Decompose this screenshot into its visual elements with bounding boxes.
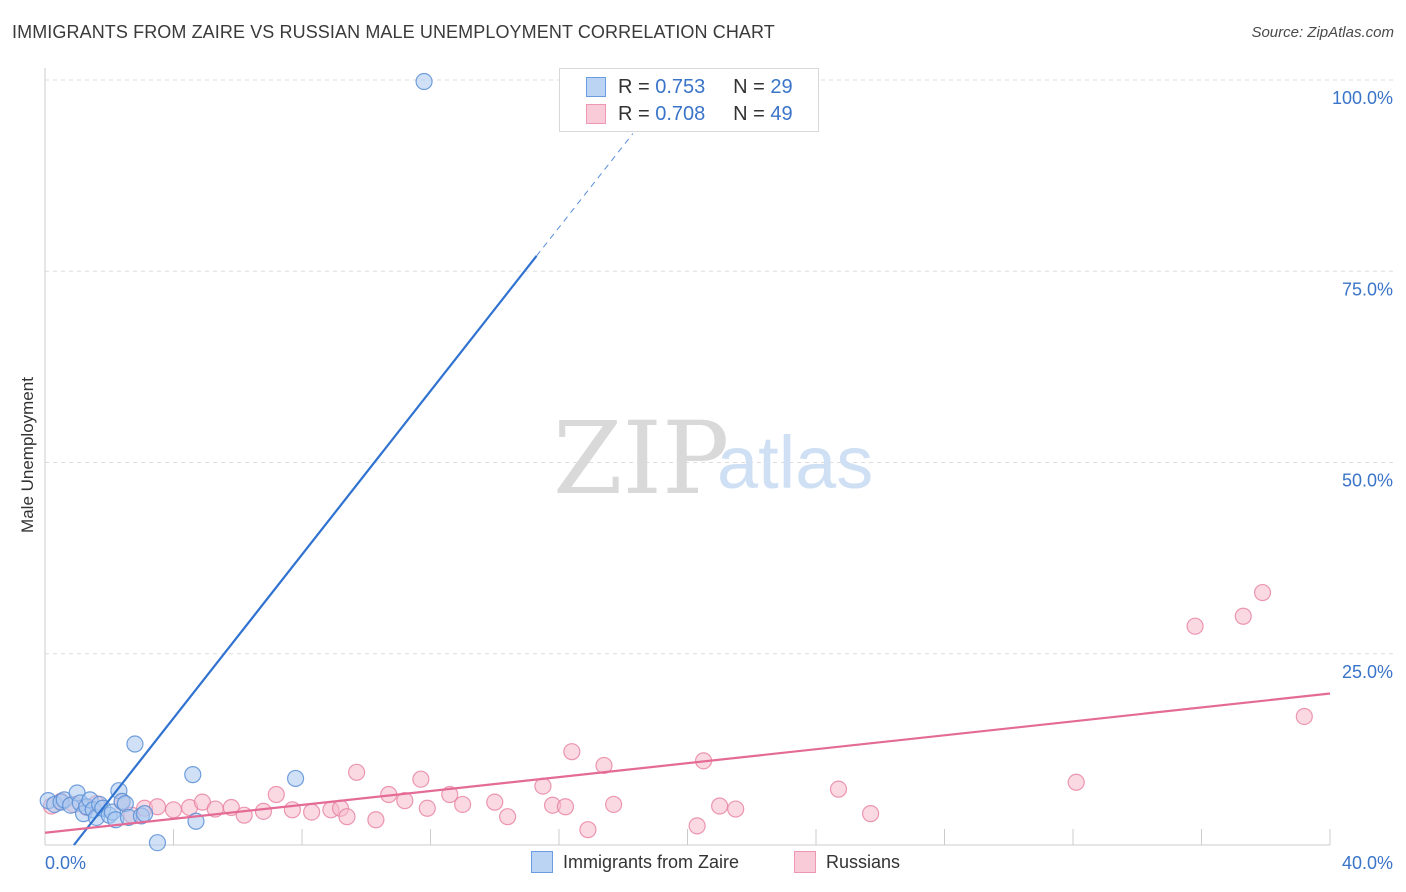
russians-point — [164, 801, 183, 819]
n-value-russians: 49 — [770, 102, 793, 125]
chart-title: IMMIGRANTS FROM ZAIRE VS RUSSIAN MALE UN… — [12, 22, 775, 42]
r-value-zaire: 0.753 — [655, 75, 706, 98]
russians-point — [579, 821, 597, 839]
watermark-atlas: atlas — [717, 421, 873, 504]
zaire-point — [184, 766, 202, 784]
tick-labels: 25.0% 50.0% 75.0% 100.0% 0.0% 40.0% — [45, 88, 1393, 873]
russians-point — [862, 805, 880, 823]
russians-point — [412, 770, 430, 788]
legend-item-russians[interactable]: Russians — [794, 851, 900, 873]
r-label: R = — [618, 102, 650, 125]
russians-point — [1234, 607, 1252, 625]
n-label: N = — [733, 75, 765, 98]
russians-swatch — [586, 104, 606, 124]
watermark-zip: ZIP — [553, 400, 729, 517]
zaire-point — [148, 834, 167, 852]
russians-point — [283, 801, 301, 819]
russians-trend-line — [44, 692, 1331, 834]
y-tick-label: 25.0% — [1342, 662, 1393, 682]
russians-point — [267, 785, 285, 804]
russians-point — [556, 798, 575, 816]
russians-point — [367, 811, 385, 829]
zaire-point — [135, 805, 154, 823]
russians-point — [1186, 617, 1204, 635]
x-tick-label-min: 0.0% — [45, 853, 86, 873]
zaire-trend-extension — [536, 133, 634, 257]
axes — [44, 68, 1331, 846]
r-label: R = — [618, 75, 650, 98]
zaire-trend-line — [73, 255, 538, 846]
russians-point — [418, 799, 436, 817]
zaire-point — [286, 769, 305, 788]
x-tick-label-max: 40.0% — [1342, 853, 1393, 873]
russians-point — [595, 756, 613, 775]
zaire-swatch — [586, 77, 606, 97]
russians-legend-label: Russians — [826, 851, 901, 872]
russians-point — [338, 808, 356, 826]
russians-point — [829, 780, 848, 798]
russians-points — [42, 583, 1313, 839]
n-label: N = — [733, 102, 765, 125]
gridlines — [45, 79, 1395, 655]
russians-point — [441, 785, 459, 804]
russians-point — [688, 817, 706, 835]
russians-point — [499, 808, 517, 826]
russians-legend-swatch — [794, 851, 816, 873]
zaire-point — [415, 72, 433, 91]
russians-point — [454, 795, 472, 814]
trend-lines — [44, 133, 1331, 846]
russians-point — [1253, 583, 1272, 602]
source-label[interactable]: Source: ZipAtlas.com — [1251, 24, 1394, 41]
series-legend: Immigrants from Zaire Russians — [0, 851, 1406, 877]
russians-point — [711, 797, 729, 815]
russians-point — [303, 803, 321, 821]
russians-point — [563, 743, 581, 761]
russians-point — [348, 763, 366, 781]
y-tick-label: 50.0% — [1342, 471, 1393, 491]
russians-point — [254, 802, 273, 820]
russians-point — [1067, 773, 1085, 791]
russians-point — [396, 792, 414, 810]
correlation-legend: R = 0.753 N = 29 R = 0.708 N = 49 — [559, 68, 819, 132]
legend-item-zaire[interactable]: Immigrants from Zaire — [531, 851, 739, 873]
russians-point — [605, 795, 623, 814]
zaire-legend-label: Immigrants from Zaire — [563, 851, 740, 872]
russians-point — [1295, 707, 1313, 726]
y-tick-label: 100.0% — [1332, 88, 1393, 108]
y-tick-label: 75.0% — [1342, 279, 1393, 299]
r-value-russians: 0.708 — [655, 102, 706, 125]
zaire-legend-swatch — [531, 851, 553, 873]
zaire-point — [126, 735, 144, 753]
n-value-zaire: 29 — [770, 75, 793, 98]
russians-point — [727, 800, 745, 818]
watermark: ZIP atlas — [553, 400, 873, 517]
russians-point — [486, 793, 504, 811]
